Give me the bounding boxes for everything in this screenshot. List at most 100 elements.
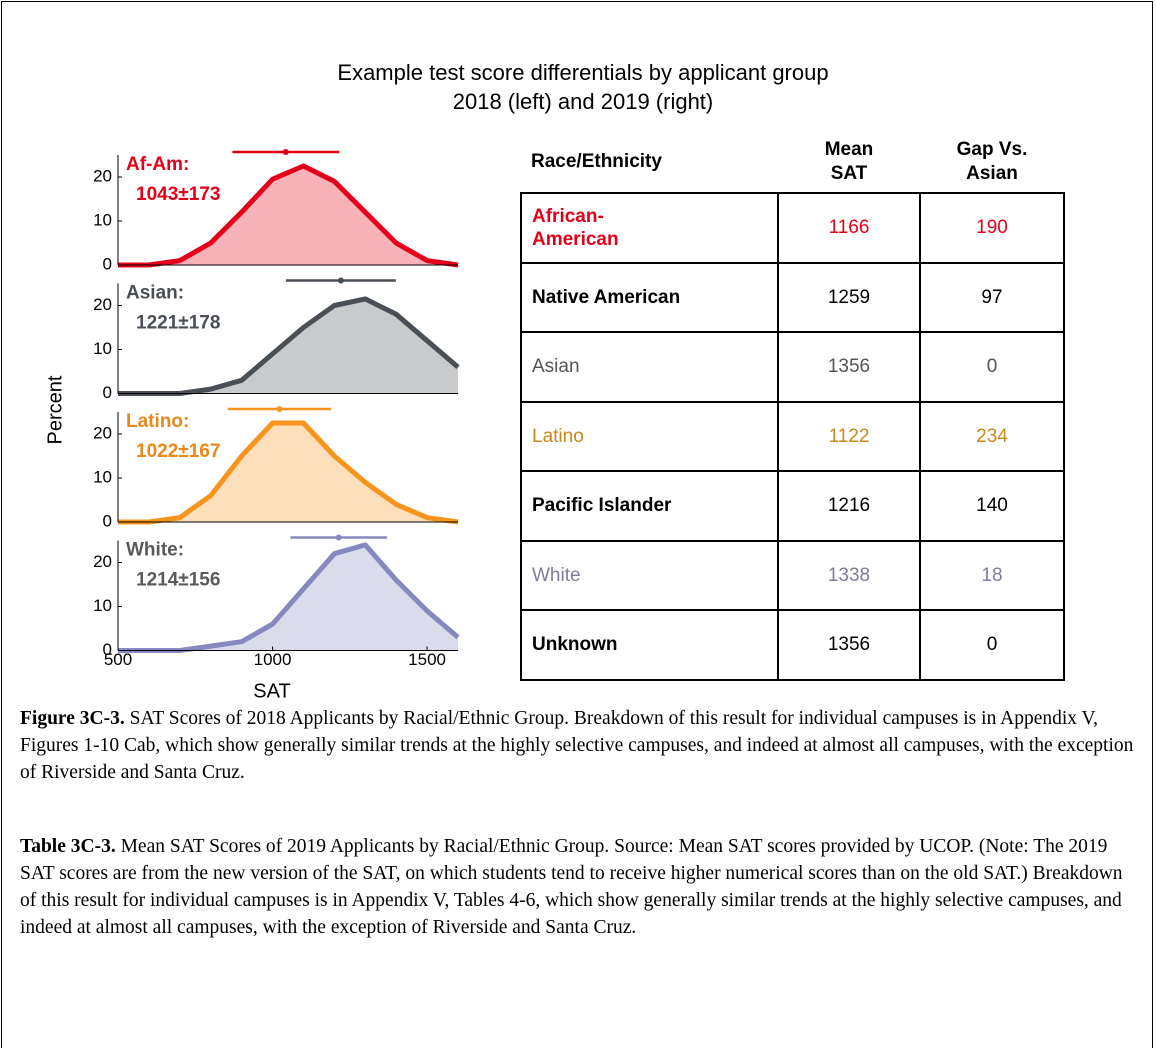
group-name: White:: [126, 540, 184, 561]
table-cell: 0: [919, 331, 1065, 403]
y-tick-label: 10: [93, 467, 112, 486]
score-table: Race/Ethnicity Mean SAT Gap Vs. Asian Afri…: [520, 132, 1065, 681]
figure-subtitle: 2018 (left) and 2019 (right): [453, 89, 714, 114]
cell-text: 234: [976, 425, 1008, 447]
table-cell: 97: [919, 261, 1065, 333]
table-cell: Unknown: [520, 609, 779, 681]
group-stat: 1022±167: [136, 441, 220, 462]
header-row: Race/Ethnicity Mean SAT Gap Vs. Asian: [521, 132, 1064, 193]
cell-text: Asian: [532, 356, 580, 378]
table-cell: Pacific Islander: [520, 470, 779, 542]
area: [118, 298, 458, 394]
y-tick-label: 10: [93, 339, 112, 358]
mean-marker: [335, 534, 342, 541]
header-cell: Race/Ethnicity: [521, 132, 778, 193]
header-cell: Gap Vs. Asian: [920, 132, 1064, 193]
x-tick-label: 500: [104, 650, 132, 669]
table-cell: 140: [919, 470, 1065, 542]
group-stat: 1214±156: [136, 570, 220, 591]
group-stat: 1043±173: [136, 184, 220, 205]
table-body: African-American 1166 190 Native American 12…: [520, 192, 1065, 681]
cell-text: 1216: [827, 495, 871, 517]
cell-text: 0: [986, 634, 998, 656]
table-cell: 1166: [777, 192, 921, 264]
table-cell: 0: [919, 609, 1065, 681]
table-cell: 1216: [777, 470, 921, 542]
cell-text: 97: [981, 286, 1003, 308]
caption-label: Figure 3C-3.: [20, 708, 125, 729]
cell-text: 190: [976, 217, 1008, 239]
y-tick-label: 20: [93, 166, 112, 185]
table-row: Pacific Islander 1216 140: [520, 470, 1065, 542]
figure: Example test score differentials by appl…: [44, 60, 828, 700]
table-cell: Native American: [520, 261, 779, 333]
caption: Table 3C-3. Mean SAT Scores of 2019 Appl…: [20, 833, 1140, 941]
table-cell: 1122: [777, 400, 921, 472]
table-row: Latino 1122 234: [520, 400, 1065, 472]
table-row: Asian 1356 0: [520, 331, 1065, 403]
y-tick-label: 10: [93, 596, 112, 615]
figure-title: Example test score differentials by appl…: [337, 60, 828, 85]
table-row: African-American 1166 190: [520, 192, 1065, 264]
y-tick-label: 10: [93, 210, 112, 229]
table-cell: 190: [919, 192, 1065, 264]
cell-text: 1259: [827, 286, 871, 308]
caption-text: Mean SAT Scores of 2019 Applicants by Ra…: [20, 836, 1123, 938]
cell-text: 0: [986, 356, 998, 378]
cell-text: African-American: [532, 205, 619, 250]
caption-label: Table 3C-3.: [20, 836, 116, 857]
table-cell: 1356: [777, 609, 921, 681]
header-text: Mean SAT: [824, 139, 874, 184]
caption-text: SAT Scores of 2018 Applicants by Racial/…: [20, 708, 1134, 783]
table-cell: 18: [919, 539, 1065, 611]
area: [118, 166, 458, 265]
cell-text: Pacific Islander: [532, 495, 672, 517]
table-row: Native American 1259 97: [520, 261, 1065, 333]
y-tick-label: 0: [103, 511, 112, 530]
cell-text: 1338: [827, 564, 871, 586]
cell-text: 18: [981, 564, 1003, 586]
cell-text: 1356: [827, 634, 871, 656]
mean-marker: [337, 277, 344, 284]
table-row: White 1338 18: [520, 539, 1065, 611]
group-name: Latino:: [126, 411, 189, 432]
group-name: Asian:: [126, 283, 184, 304]
line: [118, 420, 459, 525]
cell-text: Unknown: [532, 634, 618, 656]
table-cell: African-American: [520, 192, 779, 264]
x-axis-label: SAT: [253, 680, 290, 700]
line: [118, 163, 459, 268]
caption: Figure 3C-3. SAT Scores of 2018 Applican…: [20, 705, 1140, 786]
cell-text: 1356: [827, 356, 871, 378]
y-tick-label: 20: [93, 423, 112, 442]
cell-text: White: [532, 564, 581, 586]
table-row: Unknown 1356 0: [520, 609, 1065, 681]
cell-text: 140: [976, 495, 1008, 517]
group-name: Af-Am:: [126, 154, 189, 175]
x-tick-label: 1000: [254, 650, 292, 669]
y-axis-label: Percent: [44, 375, 66, 444]
cell-text: Native American: [532, 286, 681, 308]
table-cell: 1338: [777, 539, 921, 611]
table-cell: White: [520, 539, 779, 611]
group-stat: 1221±178: [136, 313, 220, 334]
mean-marker: [276, 406, 283, 412]
y-tick-label: 20: [93, 552, 112, 571]
mean-marker: [282, 149, 289, 155]
header-text: Race/Ethnicity: [531, 151, 662, 172]
table-cell: Asian: [520, 331, 779, 403]
cell-text: Latino: [532, 425, 584, 447]
y-tick-label: 20: [93, 295, 112, 314]
y-tick-label: 0: [103, 383, 112, 402]
header-text: Gap Vs. Asian: [956, 139, 1028, 184]
table-cell: Latino: [520, 400, 779, 472]
table-cell: 1356: [777, 331, 921, 403]
cell-text: 1122: [828, 425, 870, 447]
y-tick-label: 0: [103, 254, 112, 273]
table-cell: 1259: [777, 261, 921, 333]
y-tick-label: 0: [103, 640, 112, 659]
header-cell: Mean SAT: [778, 132, 920, 193]
table-cell: 234: [919, 400, 1065, 472]
